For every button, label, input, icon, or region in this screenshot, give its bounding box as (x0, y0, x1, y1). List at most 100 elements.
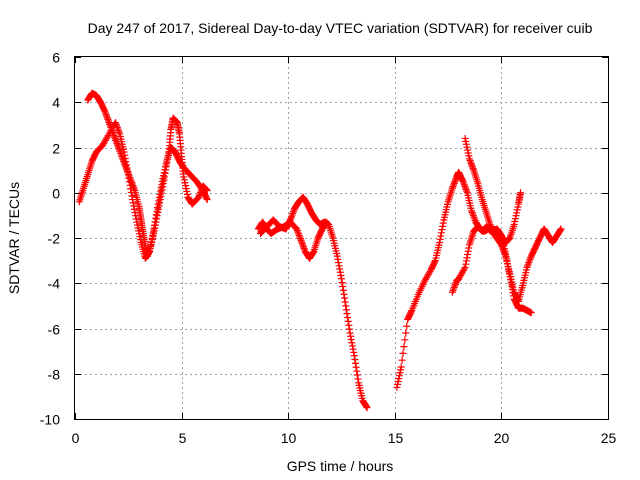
data-point (468, 207, 476, 215)
data-point (336, 265, 344, 273)
data-point (338, 275, 345, 283)
data-point (103, 112, 111, 120)
data-point (116, 148, 124, 156)
data-point (296, 235, 304, 243)
data-point (353, 371, 361, 379)
data-point (497, 241, 505, 249)
data-point (108, 125, 116, 133)
data-point (287, 214, 295, 222)
data-point (524, 260, 532, 268)
data-point (468, 163, 476, 171)
data-point (468, 208, 476, 216)
data-point (438, 226, 446, 234)
data-point (497, 231, 505, 239)
data-point (164, 152, 172, 160)
data-point (439, 222, 447, 230)
data-point (110, 132, 118, 140)
data-point (557, 225, 565, 233)
data-point (154, 208, 162, 216)
data-point (162, 166, 170, 174)
data-point (128, 192, 136, 200)
data-point (459, 177, 467, 185)
data-point (195, 192, 203, 200)
data-point (112, 136, 120, 144)
data-point (460, 265, 468, 273)
data-point (197, 187, 205, 195)
data-point (333, 252, 341, 260)
data-point (468, 161, 476, 169)
data-point (113, 123, 121, 131)
gridlines (75, 57, 608, 419)
data-point (117, 151, 125, 159)
data-point (115, 144, 123, 152)
data-point (109, 130, 117, 138)
data-point (448, 184, 456, 192)
y-tick-label: -4 (48, 276, 61, 292)
data-point (464, 247, 472, 255)
data-point (119, 156, 127, 164)
data-point (164, 155, 172, 163)
data-point (112, 120, 120, 128)
data-point (203, 194, 211, 202)
data-point (341, 294, 349, 302)
data-point (471, 215, 479, 223)
data-point (500, 247, 508, 255)
data-point (159, 179, 167, 187)
data-point (152, 218, 160, 226)
data-point (105, 119, 113, 127)
data-point (159, 183, 167, 191)
y-tick-label: 0 (52, 186, 60, 202)
data-point (203, 186, 211, 194)
x-tick-label: 10 (281, 430, 297, 446)
data-point (334, 259, 342, 267)
data-point (103, 114, 111, 122)
data-point (112, 138, 120, 146)
data-point (467, 158, 475, 166)
data-point (196, 188, 204, 196)
x-tick-label: 15 (388, 430, 404, 446)
data-point (129, 199, 137, 207)
data-point (465, 244, 473, 252)
data-point (111, 135, 119, 143)
data-point (466, 156, 474, 164)
data-point (102, 111, 110, 119)
y-axis: -10 -8 -6 -4 -2 0 2 4 6 (40, 50, 608, 428)
x-tick-label: 25 (601, 430, 617, 446)
data-point (112, 119, 120, 127)
data-point (524, 262, 532, 270)
data-point (123, 167, 131, 175)
data-point (341, 298, 349, 306)
data-point (337, 271, 345, 279)
data-point (126, 175, 134, 183)
data-point (354, 375, 362, 383)
data-point (526, 255, 534, 263)
data-point (126, 174, 134, 182)
data-point (158, 186, 166, 194)
data-point (114, 143, 122, 151)
data-point (362, 403, 370, 411)
data-point (400, 343, 408, 351)
y-tick-label: -2 (48, 231, 61, 247)
data-point (125, 172, 133, 180)
data-point (111, 133, 119, 141)
data-point (125, 170, 133, 178)
data-point (297, 236, 305, 244)
data-point (517, 189, 525, 197)
data-point (298, 238, 306, 246)
y-axis-label: SDTVAR / TECUs (6, 182, 22, 294)
data-point (349, 345, 357, 353)
data-point (161, 169, 169, 177)
data-point (335, 262, 343, 270)
data-point (460, 181, 468, 189)
data-point (436, 239, 444, 247)
data-point (107, 123, 115, 131)
data-point (353, 367, 361, 375)
data-point (157, 189, 165, 197)
data-point (407, 308, 415, 316)
data-point (352, 359, 360, 367)
data-point (437, 229, 445, 237)
data-point (448, 288, 456, 296)
data-point (128, 180, 136, 188)
data-point (202, 185, 210, 193)
data-point (129, 182, 137, 190)
